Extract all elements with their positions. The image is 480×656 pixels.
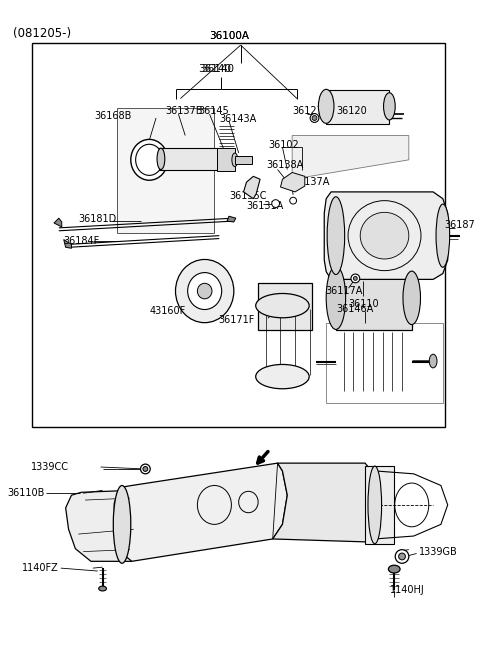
Text: 36171F: 36171F xyxy=(218,316,255,325)
Ellipse shape xyxy=(141,464,150,474)
Text: 36181D: 36181D xyxy=(78,214,117,224)
Polygon shape xyxy=(114,463,288,562)
Text: 36100A: 36100A xyxy=(209,31,249,41)
Text: 36137B: 36137B xyxy=(166,106,204,116)
Ellipse shape xyxy=(99,586,107,591)
Ellipse shape xyxy=(157,148,165,169)
Ellipse shape xyxy=(143,466,148,472)
Text: 36120: 36120 xyxy=(336,106,367,116)
Ellipse shape xyxy=(256,365,309,389)
Polygon shape xyxy=(243,176,260,199)
Text: 36168B: 36168B xyxy=(95,111,132,121)
Ellipse shape xyxy=(131,140,168,180)
Text: 36117A: 36117A xyxy=(325,286,362,296)
Ellipse shape xyxy=(395,550,409,564)
Ellipse shape xyxy=(353,276,357,280)
Polygon shape xyxy=(324,192,448,279)
Ellipse shape xyxy=(197,283,212,299)
Text: 36102: 36102 xyxy=(268,140,299,150)
Text: 1339CC: 1339CC xyxy=(31,462,69,472)
Text: 1140HJ: 1140HJ xyxy=(389,586,424,596)
Ellipse shape xyxy=(384,92,395,120)
Bar xyxy=(159,148,229,169)
Text: 36138A: 36138A xyxy=(266,159,303,170)
Bar xyxy=(235,156,252,164)
Ellipse shape xyxy=(136,144,163,175)
Text: 36137A: 36137A xyxy=(292,177,330,187)
Text: 36140: 36140 xyxy=(198,64,231,74)
Text: 36184F: 36184F xyxy=(64,236,100,245)
Text: (081205-): (081205-) xyxy=(13,27,71,39)
Bar xyxy=(336,267,412,330)
Text: 36145: 36145 xyxy=(198,106,228,116)
Text: 1140FZ: 1140FZ xyxy=(22,563,59,573)
Ellipse shape xyxy=(403,271,420,325)
Text: 1339GB: 1339GB xyxy=(419,546,457,556)
Polygon shape xyxy=(280,173,305,192)
Bar xyxy=(217,148,235,171)
Text: 36110: 36110 xyxy=(348,298,378,309)
Text: 36146A: 36146A xyxy=(337,304,374,314)
Ellipse shape xyxy=(176,260,234,323)
Polygon shape xyxy=(292,136,409,179)
Ellipse shape xyxy=(398,553,406,560)
Polygon shape xyxy=(117,108,215,233)
Ellipse shape xyxy=(326,266,346,329)
Ellipse shape xyxy=(318,89,334,123)
Ellipse shape xyxy=(360,213,409,259)
Ellipse shape xyxy=(272,199,279,207)
Ellipse shape xyxy=(188,273,222,310)
Ellipse shape xyxy=(312,115,317,121)
Polygon shape xyxy=(64,239,72,248)
Text: 36135C: 36135C xyxy=(229,191,266,201)
Text: 36100A: 36100A xyxy=(209,31,249,41)
Ellipse shape xyxy=(368,466,382,544)
Ellipse shape xyxy=(388,565,400,573)
Ellipse shape xyxy=(113,485,131,564)
Ellipse shape xyxy=(429,354,437,368)
Bar xyxy=(365,466,394,544)
Bar xyxy=(32,43,445,427)
Ellipse shape xyxy=(436,204,450,267)
Text: 36127: 36127 xyxy=(292,106,323,116)
Text: 36143A: 36143A xyxy=(219,114,256,124)
Ellipse shape xyxy=(232,153,238,167)
Ellipse shape xyxy=(256,293,309,318)
Polygon shape xyxy=(227,216,236,222)
Text: 36187: 36187 xyxy=(445,220,476,230)
Text: 36131A: 36131A xyxy=(246,201,284,211)
Bar xyxy=(258,283,312,330)
Text: 43160F: 43160F xyxy=(150,306,186,316)
Ellipse shape xyxy=(290,197,297,204)
Text: 36140: 36140 xyxy=(201,64,234,74)
Ellipse shape xyxy=(310,113,319,123)
Ellipse shape xyxy=(351,274,360,283)
Text: 36110B: 36110B xyxy=(7,488,44,499)
Polygon shape xyxy=(54,218,62,227)
Ellipse shape xyxy=(327,197,345,274)
Polygon shape xyxy=(66,490,140,562)
Bar xyxy=(326,90,389,124)
Polygon shape xyxy=(273,463,375,542)
